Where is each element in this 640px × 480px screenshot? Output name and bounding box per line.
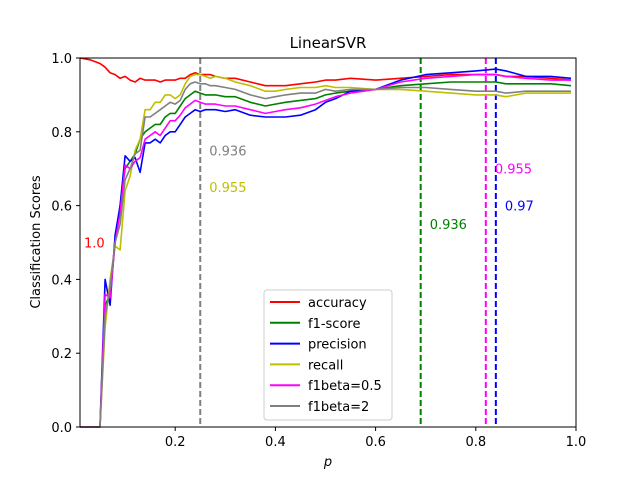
series-line-f1beta=2 — [80, 81, 571, 428]
legend: accuracy f1-score precision recall f1beta=0.… — [263, 289, 393, 421]
annotation-2: 0.955 — [209, 181, 246, 196]
legend-label-f1beta=0.5: f1beta=0.5 — [308, 379, 382, 394]
annotation-3: 0.936 — [430, 218, 467, 233]
y-tick-label: 1.0 — [51, 52, 72, 67]
series-layer — [79, 57, 572, 428]
series-line-recall — [80, 73, 571, 428]
legend-label-recall: recall — [308, 358, 343, 373]
x-axis-ticks: 0.2 0.4 0.6 0.8 1.0 — [165, 427, 586, 450]
x-tick-label: 1.0 — [566, 435, 587, 450]
legend-label-accuracy: accuracy — [308, 296, 367, 311]
annotation-layer: 1.0 0.936 0.955 0.936 0.955 0.97 — [84, 144, 534, 251]
series-line-precision — [80, 68, 572, 428]
annotation-0: 1.0 — [84, 237, 105, 252]
x-tick-label: 0.6 — [365, 435, 386, 450]
series-line-f1beta=0.5 — [80, 73, 571, 428]
y-tick-label: 0.8 — [51, 126, 72, 141]
plot-frame — [79, 57, 577, 428]
y-tick-label: 0.2 — [51, 347, 72, 362]
legend-label-precision: precision — [308, 338, 367, 353]
annotation-4: 0.955 — [495, 163, 532, 178]
y-tick-label: 0.0 — [51, 421, 72, 436]
y-tick-label: 0.4 — [51, 273, 72, 288]
legend-label-f1-score: f1-score — [308, 317, 360, 332]
y-axis-ticks: 0.0 0.2 0.4 0.6 0.8 1.0 — [51, 52, 80, 436]
annotation-5: 0.97 — [505, 200, 534, 215]
y-axis-label: Classification Scores — [29, 175, 44, 309]
x-tick-label: 0.2 — [165, 435, 186, 450]
annotation-1: 0.936 — [209, 144, 246, 159]
x-tick-label: 0.4 — [265, 435, 286, 450]
series-line-f1-score — [80, 81, 572, 428]
chart-title: LinearSVR — [290, 34, 367, 52]
legend-items: accuracy f1-score precision recall f1beta=0.… — [270, 296, 382, 415]
legend-label-f1beta=2: f1beta=2 — [308, 400, 369, 415]
x-axis-label: p — [323, 455, 332, 470]
x-tick-label: 0.8 — [465, 435, 486, 450]
y-tick-label: 0.6 — [51, 200, 72, 215]
vline-layer — [199, 58, 497, 427]
